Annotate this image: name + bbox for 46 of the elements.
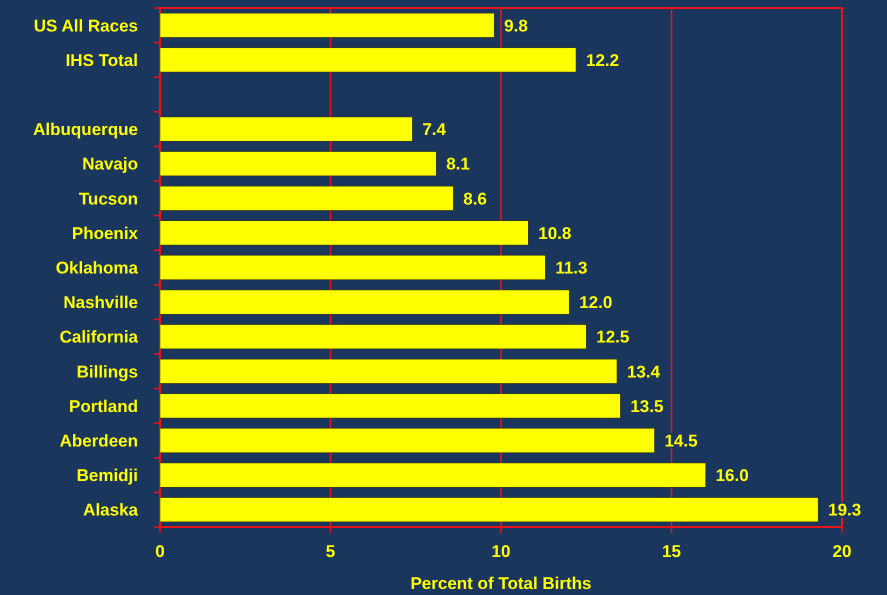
data-label: 13.5 <box>630 396 664 416</box>
x-tick-label: 5 <box>326 542 336 561</box>
data-label: 8.1 <box>446 154 470 174</box>
bar <box>160 324 586 350</box>
bar <box>160 220 529 246</box>
bar <box>160 151 436 176</box>
bar <box>160 12 494 38</box>
data-label: 13.4 <box>626 362 661 382</box>
data-label: 16.0 <box>716 466 749 486</box>
x-tick-label: 0 <box>155 542 165 561</box>
x-tick-label: 20 <box>832 542 852 561</box>
data-label: 9.8 <box>504 16 528 36</box>
data-label: 12.2 <box>586 50 620 70</box>
data-label: 10.8 <box>538 224 572 243</box>
y-tick-label: Portland <box>69 396 138 416</box>
x-axis-title: Percent of Total Births <box>410 574 592 593</box>
y-tick-label: Nashville <box>63 293 138 312</box>
y-tick-label: Phoenix <box>72 224 139 243</box>
y-tick-label: California <box>60 328 139 347</box>
y-tick-label: Albuquerque <box>33 120 138 140</box>
x-tick-label: 10 <box>492 542 510 561</box>
data-label: 12.5 <box>596 328 630 347</box>
data-label: 8.6 <box>463 189 487 208</box>
data-label: 12.0 <box>579 293 612 312</box>
x-tick-label: 15 <box>662 542 681 561</box>
bar <box>160 186 454 211</box>
y-tick-label: US All Races <box>34 16 138 36</box>
y-tick-label: Tucson <box>78 189 138 208</box>
bar <box>160 394 621 418</box>
y-tick-label: Bemidji <box>76 466 138 486</box>
data-label: 7.4 <box>422 120 447 140</box>
bar <box>160 290 570 314</box>
bar <box>160 497 818 522</box>
data-label: 11.3 <box>555 258 588 278</box>
bar <box>160 48 576 72</box>
y-tick-label: IHS Total <box>66 50 138 70</box>
y-tick-label: Oklahoma <box>56 258 139 278</box>
y-tick-label: Billings <box>76 362 138 382</box>
bar <box>160 116 413 142</box>
y-tick-label: Aberdeen <box>60 431 138 450</box>
y-tick-label: Alaska <box>83 500 139 520</box>
y-tick-label: Navajo <box>82 154 138 174</box>
bar <box>160 358 618 384</box>
bar <box>160 255 546 280</box>
bar <box>160 462 706 488</box>
bar <box>160 428 655 453</box>
